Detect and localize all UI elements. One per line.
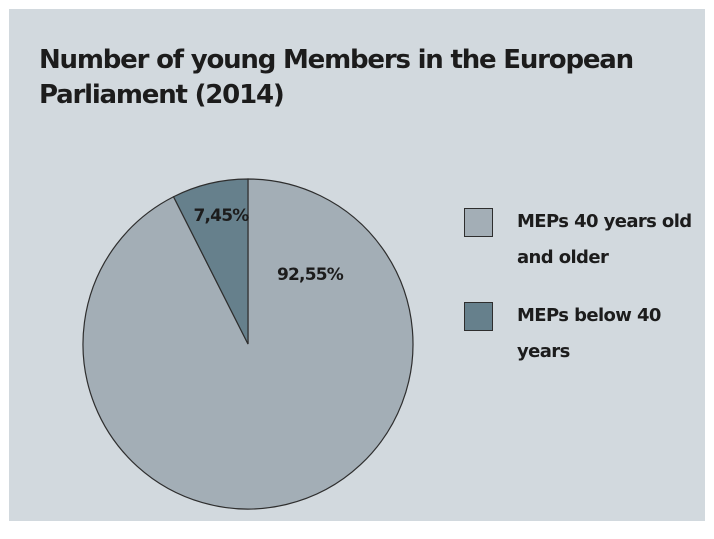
pie-chart: 92,55% 7,45% xyxy=(82,178,414,510)
legend-item-younger: MEPs below 40 years xyxy=(464,298,704,370)
legend: MEPs 40 years old and older MEPs below 4… xyxy=(464,204,704,392)
pie-value-label-1: 7,45% xyxy=(194,206,250,226)
legend-label-younger: MEPs below 40 years xyxy=(517,305,661,362)
legend-swatch-younger xyxy=(464,302,493,331)
pie-slice-1 xyxy=(172,178,249,345)
legend-item-older: MEPs 40 years old and older xyxy=(464,204,704,276)
pie-value-label-0: 92,55% xyxy=(277,265,344,285)
legend-swatch-older xyxy=(464,208,493,237)
chart-title: Number of young Members in the European … xyxy=(39,45,634,110)
chart-slide: Number of young Members in the European … xyxy=(9,9,705,521)
legend-label-older: MEPs 40 years old and older xyxy=(517,211,692,268)
